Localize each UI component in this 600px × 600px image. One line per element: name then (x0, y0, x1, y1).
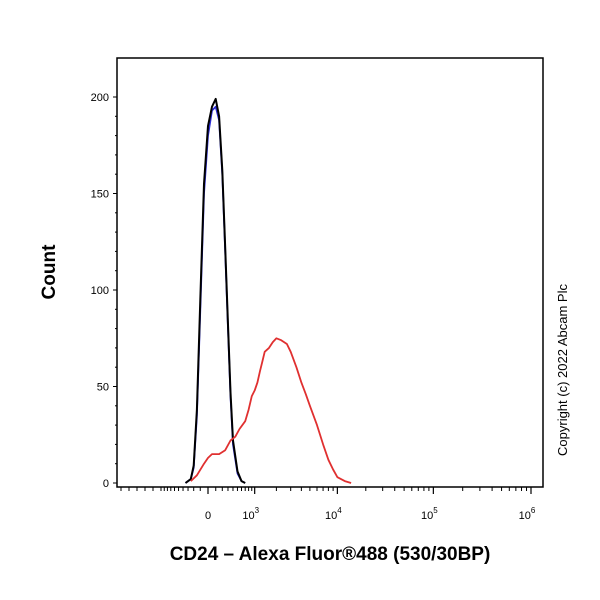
x-tick-label: 105 (421, 506, 438, 522)
x-tick-label: 0 (205, 510, 211, 522)
series-line-1 (184, 97, 246, 484)
x-axis: 0 103 104 105 106 (120, 487, 536, 522)
y-tick-label: 100 (91, 285, 109, 297)
x-tick-label: 106 (519, 506, 536, 522)
y-tick-label: 150 (91, 189, 109, 201)
y-tick-label: 200 (91, 92, 109, 104)
series-line-2 (190, 337, 352, 484)
x-tick-label: 104 (325, 506, 342, 522)
x-tick-label: 103 (242, 506, 259, 522)
series-group (184, 97, 352, 484)
plot-area (116, 57, 544, 488)
copyright-annotation: Copyright (c) 2022 Abcam Plc (555, 284, 570, 456)
y-axis: 0 50 100 150 200 (91, 92, 117, 490)
y-tick-label: 50 (97, 382, 109, 394)
x-axis-title: CD24 – Alexa Fluor®488 (530/30BP) (170, 544, 491, 565)
y-axis-title: Count (39, 244, 60, 300)
y-tick-label: 0 (103, 478, 109, 490)
series-line-0 (184, 105, 246, 484)
